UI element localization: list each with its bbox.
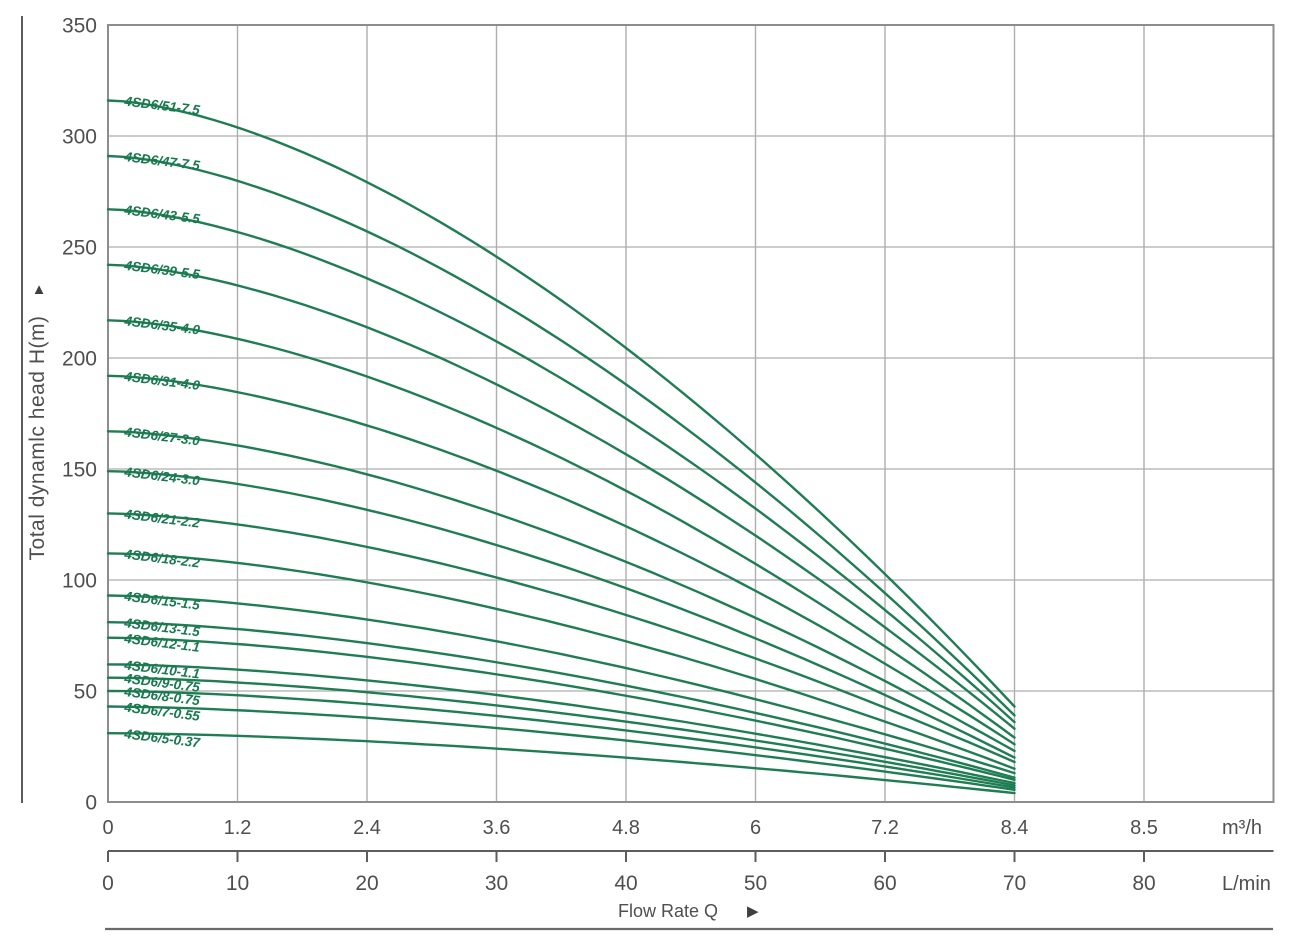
x-tick-m3h-7.2: 7.2 [871,817,899,839]
curve-label-4SD6/15-1.5: 4SD6/15-1.5 [123,589,202,613]
x-tick-m3h-1.2: 1.2 [224,817,252,839]
y-tick-label-350: 350 [62,15,97,38]
curve-label-4SD6/21-2.2: 4SD6/21-2.2 [123,506,202,530]
curve-label-4SD6/35-4.0: 4SD6/35-4.0 [123,313,202,337]
pump-curve-4SD6/39-5.5 [106,263,1016,730]
curve-label-4SD6/5-0.37: 4SD6/5-0.37 [123,726,203,750]
curve-label-4SD6/43-5.5: 4SD6/43-5.5 [123,202,202,226]
x-tick-m3h-2.4: 2.4 [353,817,381,839]
curve-label-4SD6/51-7.5: 4SD6/51-7.5 [123,93,202,117]
pump-curve-4SD6/13-1.5 [106,621,1016,779]
pump-curve-4SD6/27-3.0 [106,430,1016,753]
x-tick-lmin-10: 10 [226,872,249,895]
pump-curve-4SD6/10-1.1 [106,663,1016,785]
pump-curve-4SD6/35-4.0 [106,319,1016,739]
x-tick-lmin-20: 20 [355,872,378,895]
x-axis-unit-lmin: L/min [1222,873,1271,895]
pump-curve-4SD6/7-0.55 [106,705,1016,791]
curve-label-4SD6/47-7.5: 4SD6/47-7.5 [123,149,202,173]
pump-curve-4SD6/43-5.5 [106,208,1016,724]
x-tick-m3h-8.4: 8.4 [1001,817,1029,839]
y-axis-title: Total dynamlc head H(m) [26,316,49,561]
pump-curve-4SD6/24-3.0 [106,470,1016,759]
pump-curve-4SD6/21-2.2 [106,512,1016,764]
y-tick-label-0: 0 [85,792,97,815]
x-tick-m3h-0: 0 [102,817,113,839]
pump-curve-4SD6/12-1.1 [106,636,1016,781]
x-axis-right-arrow-icon: ▶ [747,903,759,920]
curve-label-4SD6/24-3.0: 4SD6/24-3.0 [123,464,202,488]
pump-curve-4SD6/8-0.75 [106,689,1016,789]
curve-label-4SD6/27-3.0: 4SD6/27-3.0 [123,424,202,448]
pump-curve-4SD6/9-0.75 [106,676,1016,787]
grid-layer [107,24,1275,803]
pump-curve-4SD6/15-1.5 [106,594,1016,775]
x-tick-lmin-60: 60 [873,872,896,895]
y-tick-label-200: 200 [62,348,97,371]
pump-curve-4SD6/47-7.5 [106,154,1016,717]
y-axis-up-arrow-icon: ▲ [32,281,47,298]
curve-label-4SD6/31-4.0: 4SD6/31-4.0 [123,369,202,393]
curve-layer [106,99,1016,795]
y-tick-label-50: 50 [74,681,97,704]
y-tick-label-100: 100 [62,570,97,593]
x-tick-m3h-6: 6 [750,817,761,839]
pump-curve-4SD6/51-7.5 [106,99,1016,708]
plot-border [107,24,1275,803]
x-tick-lmin-70: 70 [1003,872,1026,895]
pump-curve-4SD6/18-2.2 [106,552,1016,770]
x-tick-m3h-8.5: 8.5 [1130,817,1158,839]
y-tick-label-250: 250 [62,237,97,260]
x-tick-lmin-50: 50 [744,872,767,895]
x-tick-m3h-3.6: 3.6 [483,817,511,839]
x-tick-lmin-80: 80 [1132,872,1155,895]
curve-label-4SD6/18-2.2: 4SD6/18-2.2 [123,546,202,570]
y-tick-label-150: 150 [62,459,97,482]
x-tick-lmin-0: 0 [102,872,114,895]
x-tick-lmin-30: 30 [485,872,508,895]
pump-curve-4SD6/31-4.0 [106,374,1016,746]
x-axis-title: Flow Rate Q [618,901,718,921]
x-tick-m3h-4.8: 4.8 [612,817,640,839]
x-tick-lmin-40: 40 [614,872,637,895]
y-tick-label-300: 300 [62,126,97,149]
x-axis-unit-m3h: m³/h [1222,817,1262,839]
curve-label-layer: 4SD6/51-7.5 4SD6/47-7.5 4SD6/43-5.5 4SD6/39… [123,93,203,750]
curve-label-4SD6/39-5.5: 4SD6/39-5.5 [123,258,202,282]
pump-curve-4SD6/5-0.37 [106,732,1016,795]
